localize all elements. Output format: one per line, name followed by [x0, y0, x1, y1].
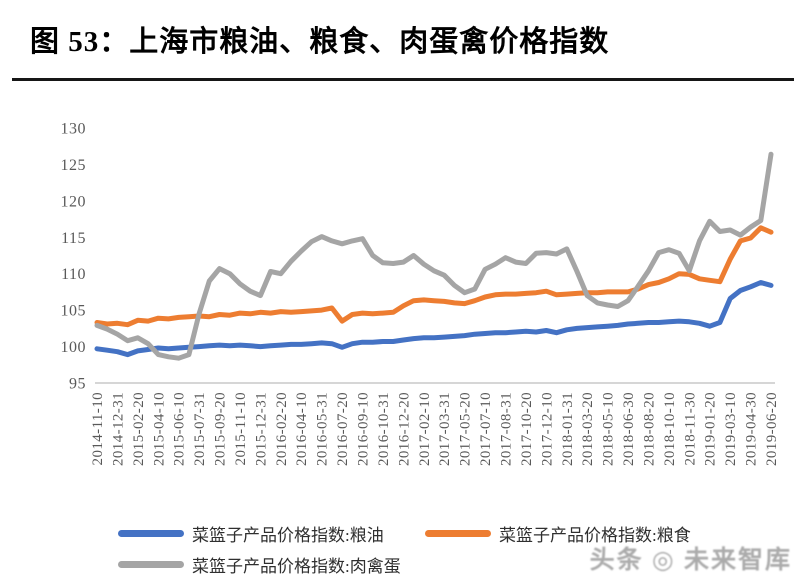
y-tick-label: 100	[61, 339, 87, 356]
x-tick-label: 2015-12-31	[253, 392, 269, 466]
legend-swatch-gray	[118, 561, 184, 568]
x-tick-label: 2015-09-20	[213, 392, 229, 466]
y-tick-label: 120	[61, 193, 87, 210]
x-tick-label: 2017-12-10	[539, 392, 555, 466]
x-tick-label: 2014-12-31	[110, 392, 126, 466]
legend-item-liangyou: 菜篮子产品价格指数:粮油	[118, 521, 384, 546]
figure-title: 图 53：上海市粮油、粮食、肉蛋禽价格指数	[30, 26, 610, 58]
x-tick-label: 2018-10-10	[662, 392, 678, 466]
x-tick-label: 2019-04-30	[744, 392, 760, 466]
x-tick-label: 2015-02-20	[131, 392, 147, 466]
legend-item-rouqindan: 菜篮子产品价格指数:肉禽蛋	[118, 552, 401, 577]
x-tick-label: 2015-04-10	[151, 392, 167, 466]
price-index-line-chart: 130 125 120 115 110 105 100 95 2014-11-10 2014-1…	[61, 121, 781, 467]
series-line-菜篮子产品价格指数:肉禽蛋	[94, 151, 774, 361]
x-tick-label: 2019-01-20	[703, 392, 719, 466]
x-tick-label: 2019-03-10	[723, 392, 739, 466]
x-tick-label: 2016-07-20	[335, 392, 351, 466]
watermark: 头条 ◎ 未来智库	[589, 547, 792, 574]
x-tick-label: 2018-03-20	[580, 392, 596, 466]
y-tick-label: 130	[61, 121, 87, 138]
x-tick-label: 2018-11-30	[682, 392, 698, 465]
x-tick-label: 2015-07-31	[192, 392, 208, 466]
x-tick-label: 2017-02-10	[417, 392, 433, 466]
x-tick-label: 2014-11-10	[90, 392, 106, 465]
x-tick-label: 2016-10-31	[376, 392, 392, 466]
x-tick-label: 2016-04-10	[294, 392, 310, 466]
legend-label-rouqindan: 菜篮子产品价格指数:肉禽蛋	[192, 557, 401, 576]
x-tick-label: 2017-10-20	[519, 392, 535, 466]
y-tick-label: 110	[61, 266, 86, 283]
x-tick-label: 2018-01-31	[560, 392, 576, 466]
x-tick-label: 2018-08-20	[642, 392, 658, 466]
x-axis-tick-labels: 2014-11-10 2014-12-31 2015-02-20 2015-04-10…	[90, 392, 780, 466]
series-lines	[94, 151, 774, 361]
x-tick-label: 2016-05-31	[315, 392, 331, 466]
y-tick-label: 115	[61, 230, 86, 247]
y-tick-label: 125	[61, 157, 87, 174]
x-tick-label: 2015-06-10	[172, 392, 188, 466]
title-divider	[12, 78, 794, 81]
x-tick-label: 2017-08-31	[499, 392, 515, 466]
x-tick-label: 2019-06-20	[764, 392, 780, 466]
series-line-菜篮子产品价格指数:粮油	[94, 280, 774, 358]
y-axis-tick-labels: 130 125 120 115 110 105 100 95	[61, 121, 87, 393]
x-tick-label: 2017-05-20	[458, 392, 474, 466]
legend-item-liangshi: 菜篮子产品价格指数:粮食	[425, 521, 691, 546]
series-line-菜篮子产品价格指数:粮食	[94, 225, 774, 328]
x-tick-label: 2016-09-10	[356, 392, 372, 466]
x-tick-label: 2017-03-31	[437, 392, 453, 466]
x-tick-label: 2016-12-20	[396, 392, 412, 466]
legend-label-liangshi: 菜篮子产品价格指数:粮食	[499, 526, 691, 545]
x-tick-label: 2016-02-20	[274, 392, 290, 466]
x-tick-label: 2018-05-10	[601, 392, 617, 466]
legend-label-liangyou: 菜篮子产品价格指数:粮油	[192, 526, 384, 545]
x-tick-label: 2015-11-10	[233, 392, 249, 465]
y-tick-label: 95	[69, 376, 86, 393]
y-tick-label: 105	[61, 303, 87, 320]
x-tick-label: 2018-06-30	[621, 392, 637, 466]
legend-swatch-blue	[118, 530, 184, 537]
x-tick-label: 2017-07-10	[478, 392, 494, 466]
legend-swatch-orange	[425, 530, 491, 537]
